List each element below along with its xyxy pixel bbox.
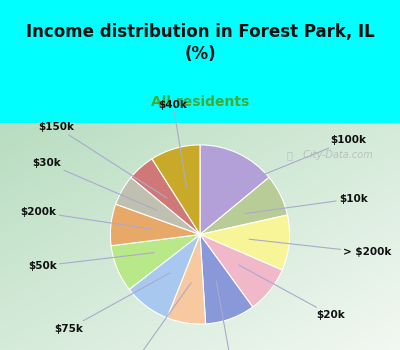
Text: $60k: $60k — [122, 283, 191, 350]
Text: $200k: $200k — [21, 207, 151, 229]
Wedge shape — [200, 234, 253, 324]
Text: All residents: All residents — [151, 94, 249, 108]
Wedge shape — [129, 234, 200, 318]
Text: City-Data.com: City-Data.com — [300, 150, 373, 160]
Wedge shape — [200, 145, 269, 235]
Text: ⓘ: ⓘ — [287, 150, 293, 160]
Text: $50k: $50k — [28, 253, 154, 271]
Text: $150k: $150k — [38, 122, 167, 198]
Wedge shape — [200, 215, 290, 270]
Wedge shape — [111, 234, 200, 289]
Text: $30k: $30k — [32, 158, 157, 210]
Wedge shape — [110, 204, 200, 246]
Text: > $200k: > $200k — [249, 239, 392, 257]
Text: $20k: $20k — [239, 265, 345, 320]
Text: $10k: $10k — [244, 194, 368, 214]
Text: $75k: $75k — [55, 273, 170, 334]
Wedge shape — [152, 145, 200, 235]
Wedge shape — [200, 177, 288, 234]
Text: $40k: $40k — [159, 100, 188, 187]
Text: Income distribution in Forest Park, IL
(%): Income distribution in Forest Park, IL (… — [26, 23, 374, 63]
Wedge shape — [116, 177, 200, 234]
Wedge shape — [167, 234, 206, 324]
Wedge shape — [200, 234, 282, 307]
Text: $100k: $100k — [222, 135, 366, 191]
Text: $125k: $125k — [213, 281, 249, 350]
Wedge shape — [131, 159, 200, 234]
